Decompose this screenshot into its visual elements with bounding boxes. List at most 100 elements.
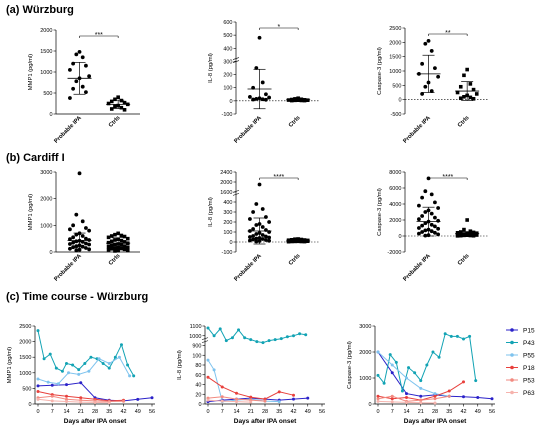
c3-point-p63 (390, 400, 394, 404)
c2-point-p43 (304, 333, 308, 337)
c3-point-p15 (405, 392, 408, 396)
c2-point-p18 (220, 385, 224, 389)
c3-y-tick-label: 2000 (359, 350, 371, 356)
a3-y-tick-label: 0 (398, 98, 401, 104)
c1-point-p43 (48, 352, 52, 356)
c3-point-p55 (390, 363, 394, 367)
c2-point-p63 (220, 399, 224, 403)
b1-point (68, 242, 72, 246)
a1-y-tick-label: 1000 (40, 70, 52, 76)
c2-y-tick-label: 20 (195, 392, 201, 398)
c1-point-p43 (119, 343, 123, 347)
b1-point (80, 234, 85, 238)
c2-point-p18 (277, 390, 281, 394)
a1-point (71, 86, 76, 91)
section-title-b: (b) Cardiff I (6, 152, 65, 164)
b2-y-label: IL-8 (pg/ml) (208, 197, 214, 227)
a1-point (119, 105, 124, 110)
a3-point (471, 97, 476, 101)
c2-point-p18 (206, 375, 210, 379)
c2-x-tick-label: 0 (206, 409, 209, 415)
c3-point-p43 (449, 334, 453, 338)
legend-label-p43: P43 (523, 340, 535, 347)
c3-point-p43 (462, 337, 465, 341)
b3-point (462, 227, 466, 232)
c3-point-p43 (455, 334, 459, 338)
c3-x-tick-label: 21 (418, 409, 424, 415)
a3-point (423, 41, 428, 46)
b1-point (122, 234, 127, 239)
c2-point-p43 (249, 338, 253, 342)
a3-category-label: Probable IPA (402, 115, 432, 145)
b2-point (267, 238, 272, 243)
b3-point (423, 221, 428, 226)
b1-point (119, 239, 124, 243)
a3-y-tick-label: 500 (392, 83, 401, 89)
c1-point-p55 (77, 372, 81, 376)
c1-x-tick-label: 49 (135, 409, 141, 415)
b3-point (423, 189, 428, 194)
c3-point-p18 (462, 380, 465, 384)
legend-marker-p63 (510, 390, 514, 395)
c1-point-p55 (87, 369, 91, 373)
a3-y-tick-label: 1000 (389, 69, 401, 75)
b1-point (87, 238, 92, 242)
c3-x-tick-label: 14 (403, 409, 409, 415)
a1-y-tick-label: 1500 (40, 49, 52, 55)
a1-point (113, 97, 117, 102)
b1-y-tick-label: 0 (49, 250, 52, 256)
c1-point-p15 (50, 383, 54, 387)
a2-significance: * (277, 24, 280, 31)
legend-marker-p43 (510, 340, 514, 345)
a3-point (455, 90, 460, 95)
b2-point (264, 238, 268, 242)
b2-y-tick-label: 400 (223, 200, 232, 206)
c3-point-p43 (468, 334, 472, 338)
b3-category-label: Ctrls (457, 253, 471, 267)
b1-point (87, 228, 92, 233)
b3-point (420, 230, 425, 234)
c2-y-label: IL-8 (pg/ml) (177, 350, 183, 380)
a2-point (264, 97, 268, 102)
c1-point-p43 (36, 329, 40, 333)
c1-point-p43 (113, 355, 117, 359)
a2-y-tick-label: 0 (229, 99, 232, 105)
c1-x-tick-label: 14 (63, 409, 69, 415)
a2-point (260, 97, 265, 102)
a1-point (84, 63, 88, 68)
c1-point-p55 (46, 380, 50, 384)
c3-point-p43 (425, 363, 429, 367)
c2-y-tick-label: 900 (192, 344, 201, 350)
legend-marker-p15 (510, 328, 514, 332)
b2-point (286, 239, 291, 244)
c2-x-tick-label: 14 (233, 409, 239, 415)
b2-category-label: Ctrls (288, 253, 302, 267)
c2-x-tick-label: 49 (305, 409, 311, 415)
c2-y-tick-label: 80 (195, 363, 201, 369)
c1-series-p43 (37, 330, 135, 377)
c3-point-p43 (382, 381, 386, 385)
b2-significance: **** (273, 174, 284, 181)
b3-point (458, 230, 463, 234)
b3-point (417, 203, 421, 208)
b3-point (429, 222, 434, 227)
legend: P15 P43 P55 P18 P53 P63 (506, 327, 535, 397)
b1-point (125, 248, 130, 253)
b3-y-tick-label: 6000 (389, 186, 401, 192)
b3-significance: **** (442, 174, 453, 181)
b1-category-label: Probable IPA (53, 253, 83, 283)
c2-point-p43 (273, 338, 277, 342)
a3-point (420, 92, 425, 96)
b2-y-tick-label: 100 (223, 230, 232, 236)
b3-point (420, 223, 425, 228)
a3-point (429, 49, 434, 53)
b3-point (433, 230, 437, 235)
a1-y-tick-label: 500 (43, 91, 52, 97)
b1-point (113, 246, 117, 250)
c2-point-p53 (220, 395, 224, 399)
a1-point (68, 68, 72, 72)
c2-point-p43 (279, 337, 283, 341)
c2-x-tick-label: 21 (248, 409, 254, 415)
c3-point-p43 (407, 366, 411, 370)
b3-point (429, 192, 434, 197)
